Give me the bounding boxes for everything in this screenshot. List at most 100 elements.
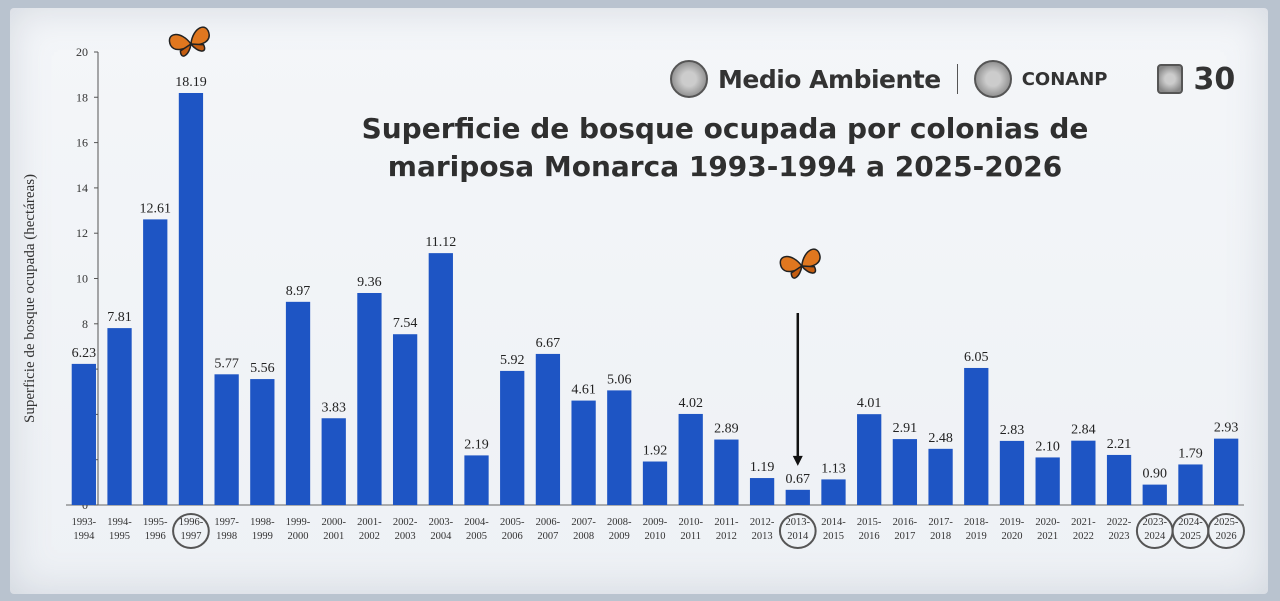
x-tick-label: 2007-: [571, 517, 596, 528]
mexico-seal-icon: [670, 60, 708, 98]
x-tick-label: 2011-: [714, 517, 739, 528]
x-tick-label: 2023-: [1143, 517, 1168, 528]
x-tick-label: 2016: [859, 531, 880, 542]
data-label: 2.84: [1071, 423, 1096, 438]
data-label: 5.56: [250, 361, 275, 376]
bar: [999, 440, 1025, 505]
butterfly-icon: [779, 248, 821, 279]
data-label: 0.67: [786, 472, 811, 487]
bar: [143, 219, 168, 506]
y-tick-label: 20: [76, 45, 88, 59]
x-tick-label: 2013-: [786, 517, 811, 528]
x-tick-label: 2007: [537, 531, 558, 542]
bar: [857, 414, 882, 505]
x-tick-label: 2017: [894, 531, 915, 542]
data-label: 5.92: [500, 353, 525, 368]
anniversary-logo: 30: [1193, 61, 1236, 97]
data-label: 9.36: [357, 275, 382, 290]
data-label: 2.21: [1107, 437, 1132, 452]
data-label: 7.54: [393, 316, 418, 331]
x-tick-label: 2009: [609, 531, 630, 542]
x-tick-label: 2026: [1216, 531, 1237, 542]
bar: [607, 390, 632, 505]
y-tick-label: 14: [76, 181, 88, 195]
x-tick-label: 2011: [680, 531, 701, 542]
bar: [500, 370, 525, 505]
data-label: 2.89: [714, 422, 739, 437]
y-axis-label: Superficie de bosque ocupada (hectáreas): [22, 174, 38, 423]
data-label: 2.10: [1035, 439, 1060, 454]
x-tick-label: 2000-: [321, 517, 346, 528]
x-tick-label: 2024: [1144, 531, 1166, 542]
data-label: 4.02: [678, 396, 703, 411]
bar: [1214, 438, 1239, 505]
bar: [178, 92, 204, 506]
x-tick-label: 2010-: [678, 517, 703, 528]
medio-ambiente-logo: Medio Ambiente: [718, 64, 941, 94]
data-label: 7.81: [107, 310, 132, 325]
x-tick-label: 2014-: [821, 517, 846, 528]
data-label: 2.83: [1000, 423, 1025, 438]
data-label: 2.19: [464, 437, 489, 452]
bar: [1071, 440, 1096, 505]
data-label: 5.06: [607, 372, 632, 387]
bar: [71, 363, 96, 505]
x-tick-label: 2006: [502, 531, 523, 542]
data-label: 6.05: [964, 350, 989, 365]
bar: [464, 455, 489, 505]
x-tick-label: 2012: [716, 531, 737, 542]
data-label: 3.83: [321, 400, 346, 415]
data-label: 1.19: [750, 460, 775, 475]
y-tick-label: 16: [76, 136, 88, 150]
x-tick-label: 2022: [1073, 531, 1094, 542]
x-tick-label: 2006-: [536, 517, 561, 528]
x-tick-label: 2003: [395, 531, 416, 542]
conanp-seal-icon: [973, 60, 1012, 98]
x-tick-label: 2010: [645, 531, 666, 542]
x-tick-label: 2008-: [607, 517, 632, 528]
x-tick-label: 2004-: [464, 517, 489, 528]
x-tick-label: 2014: [787, 531, 809, 542]
x-tick-label: 2018: [930, 531, 951, 542]
x-tick-label: 2025: [1180, 531, 1201, 542]
bar: [250, 379, 275, 505]
y-tick-label: 10: [76, 272, 88, 286]
x-tick-label: 2015-: [857, 517, 882, 528]
x-tick-label: 2009-: [643, 517, 668, 528]
x-tick-label: 1997-: [214, 517, 239, 528]
x-tick-label: 1995-: [143, 517, 168, 528]
x-tick-label: 1996: [145, 531, 166, 542]
data-label: 1.92: [643, 444, 668, 459]
bar: [214, 374, 239, 505]
bar: [1142, 484, 1167, 505]
x-tick-label: 2018-: [964, 517, 989, 528]
wwf-panda-icon: [1157, 64, 1184, 94]
x-tick-label: 1993-: [72, 517, 97, 528]
data-label: 18.19: [175, 75, 207, 90]
bar: [1035, 457, 1060, 505]
data-label: 2.91: [893, 421, 918, 436]
x-tick-label: 2001-: [357, 517, 382, 528]
x-tick-label: 2019: [966, 531, 987, 542]
x-tick-label: 1999-: [286, 517, 311, 528]
data-label: 4.61: [571, 383, 596, 398]
x-tick-label: 2021-: [1071, 517, 1096, 528]
y-tick-label: 12: [76, 226, 88, 240]
x-tick-label: 1996-: [179, 517, 204, 528]
bar: [321, 418, 346, 505]
x-tick-label: 1998-: [250, 517, 275, 528]
bar: [392, 334, 418, 505]
data-label: 4.01: [857, 396, 882, 411]
x-tick-label: 1999: [252, 531, 273, 542]
highlight-circle: [778, 513, 817, 549]
bar: [714, 439, 739, 505]
x-tick-label: 2005-: [500, 517, 525, 528]
bar: [821, 479, 846, 505]
x-tick-label: 1995: [109, 531, 130, 542]
bar: [535, 353, 561, 505]
bar: [107, 328, 132, 505]
bar: [571, 400, 596, 505]
x-tick-label: 2005: [466, 531, 487, 542]
x-tick-label: 2004: [430, 531, 452, 542]
data-label: 1.79: [1178, 446, 1203, 461]
